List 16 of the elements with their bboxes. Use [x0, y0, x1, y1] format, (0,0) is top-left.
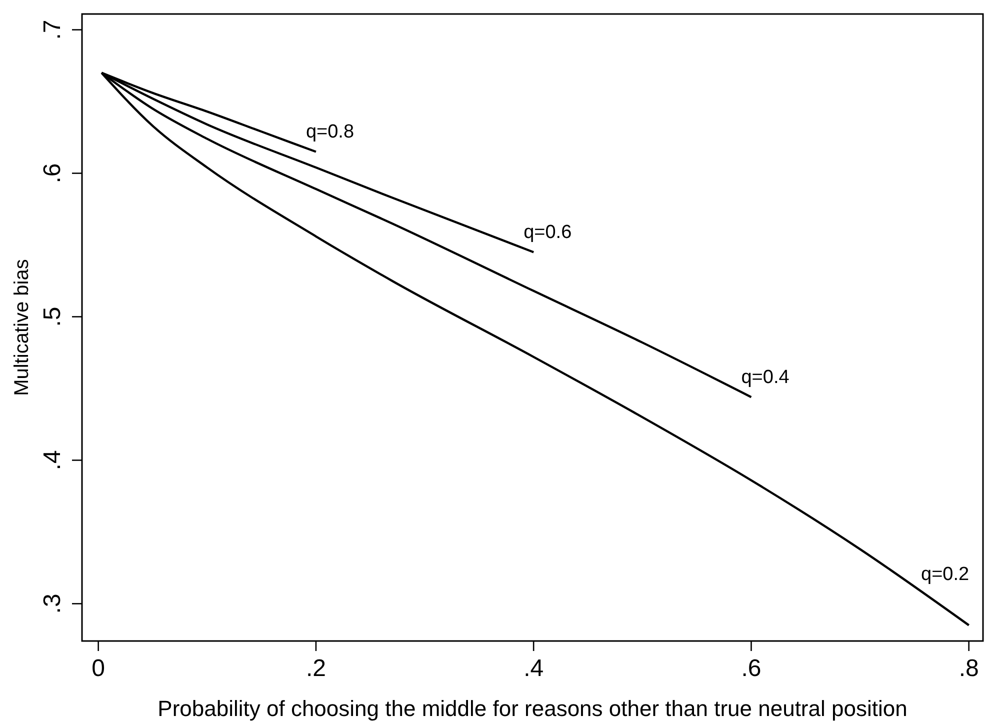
- series-label: q=0.2: [921, 564, 970, 586]
- x-tick-label: .4: [524, 655, 544, 682]
- y-tick-label: .3: [39, 594, 66, 614]
- series-label: q=0.6: [524, 222, 572, 244]
- y-tick-label: .7: [39, 20, 66, 40]
- y-tick-label: .6: [39, 163, 66, 184]
- y-axis-title: Multicative bias: [11, 259, 33, 396]
- x-tick-label: 0: [92, 655, 105, 682]
- y-tick-label: .4: [39, 450, 66, 470]
- x-tick-label: .8: [958, 655, 979, 682]
- series-label: q=0.8: [306, 122, 354, 143]
- x-tick-label: .2: [306, 655, 326, 682]
- x-axis-title: Probability of choosing the middle for reasons other than true neutral position: [158, 696, 908, 721]
- series-label: q=0.4: [741, 367, 790, 388]
- y-tick-label: .5: [39, 306, 66, 327]
- x-tick-label: .6: [741, 655, 762, 682]
